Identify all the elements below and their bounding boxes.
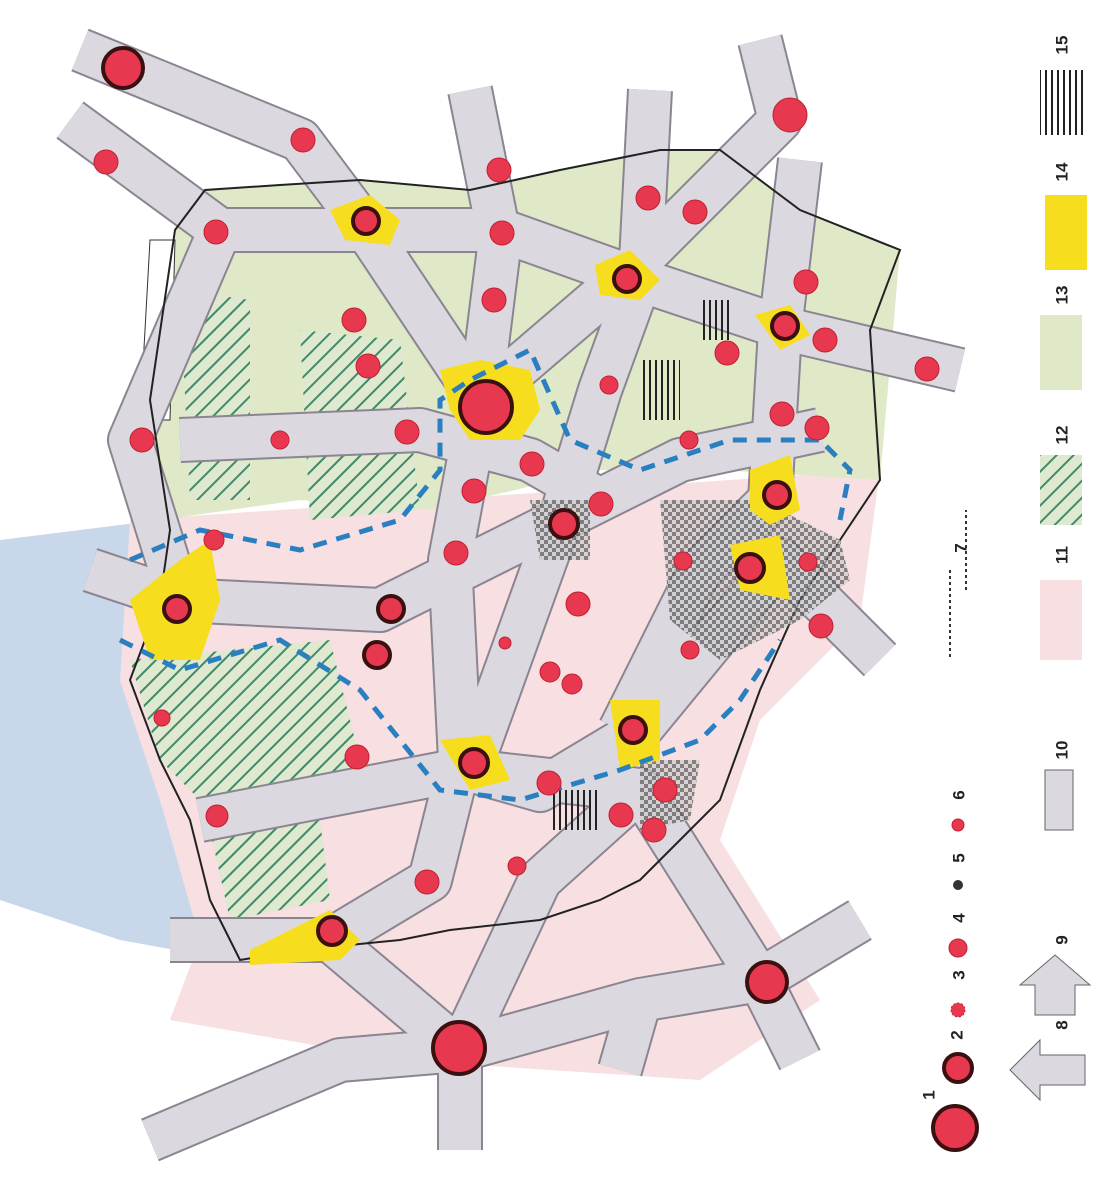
legend-symbol — [950, 1002, 966, 1018]
legend-label: 4 — [949, 913, 968, 923]
legend-symbol — [931, 1104, 979, 1152]
legend-symbol — [951, 818, 965, 832]
legend-symbol — [1040, 315, 1082, 390]
legend-symbol — [1040, 580, 1082, 660]
legend-label: 10 — [1052, 741, 1071, 760]
legend-label: 2 — [947, 1030, 966, 1039]
mining-zone — [550, 790, 600, 830]
cities — [93, 46, 940, 1076]
legend-label: 8 — [1052, 1020, 1071, 1029]
legend-symbol — [1040, 70, 1085, 135]
legend-label: 1 — [919, 1090, 938, 1099]
legend-symbol — [1040, 455, 1082, 525]
legend-symbol — [953, 880, 963, 890]
legend-label: 6 — [949, 790, 968, 799]
legend-symbol — [1018, 954, 1092, 1016]
mining-zone — [700, 300, 730, 340]
legend-symbol — [949, 510, 967, 660]
route — [118, 637, 783, 803]
legend-label: 12 — [1052, 426, 1071, 445]
legend: 1 2 3 4 5 6 7 8 9 10 11 12 13 14 15 — [919, 36, 1092, 1152]
legend-symbol — [1044, 769, 1074, 831]
legend-label: 13 — [1052, 286, 1071, 305]
legend-label: 7 — [951, 543, 970, 552]
legend-label: 15 — [1052, 36, 1071, 55]
legend-symbol — [1009, 1038, 1086, 1102]
route — [129, 346, 853, 563]
hatched-zone — [210, 820, 330, 920]
mining-zone — [640, 360, 680, 420]
border — [128, 149, 902, 962]
legend-symbol — [948, 938, 968, 958]
legend-label: 3 — [949, 970, 968, 979]
legend-label: 14 — [1052, 162, 1071, 181]
legend-symbol — [942, 1052, 974, 1084]
sea — [0, 520, 230, 960]
hatched-zone — [130, 640, 360, 800]
legend-label: 9 — [1052, 935, 1071, 944]
legend-label: 11 — [1052, 546, 1071, 564]
legend-symbol — [1045, 195, 1087, 270]
legend-label: 5 — [949, 853, 968, 862]
